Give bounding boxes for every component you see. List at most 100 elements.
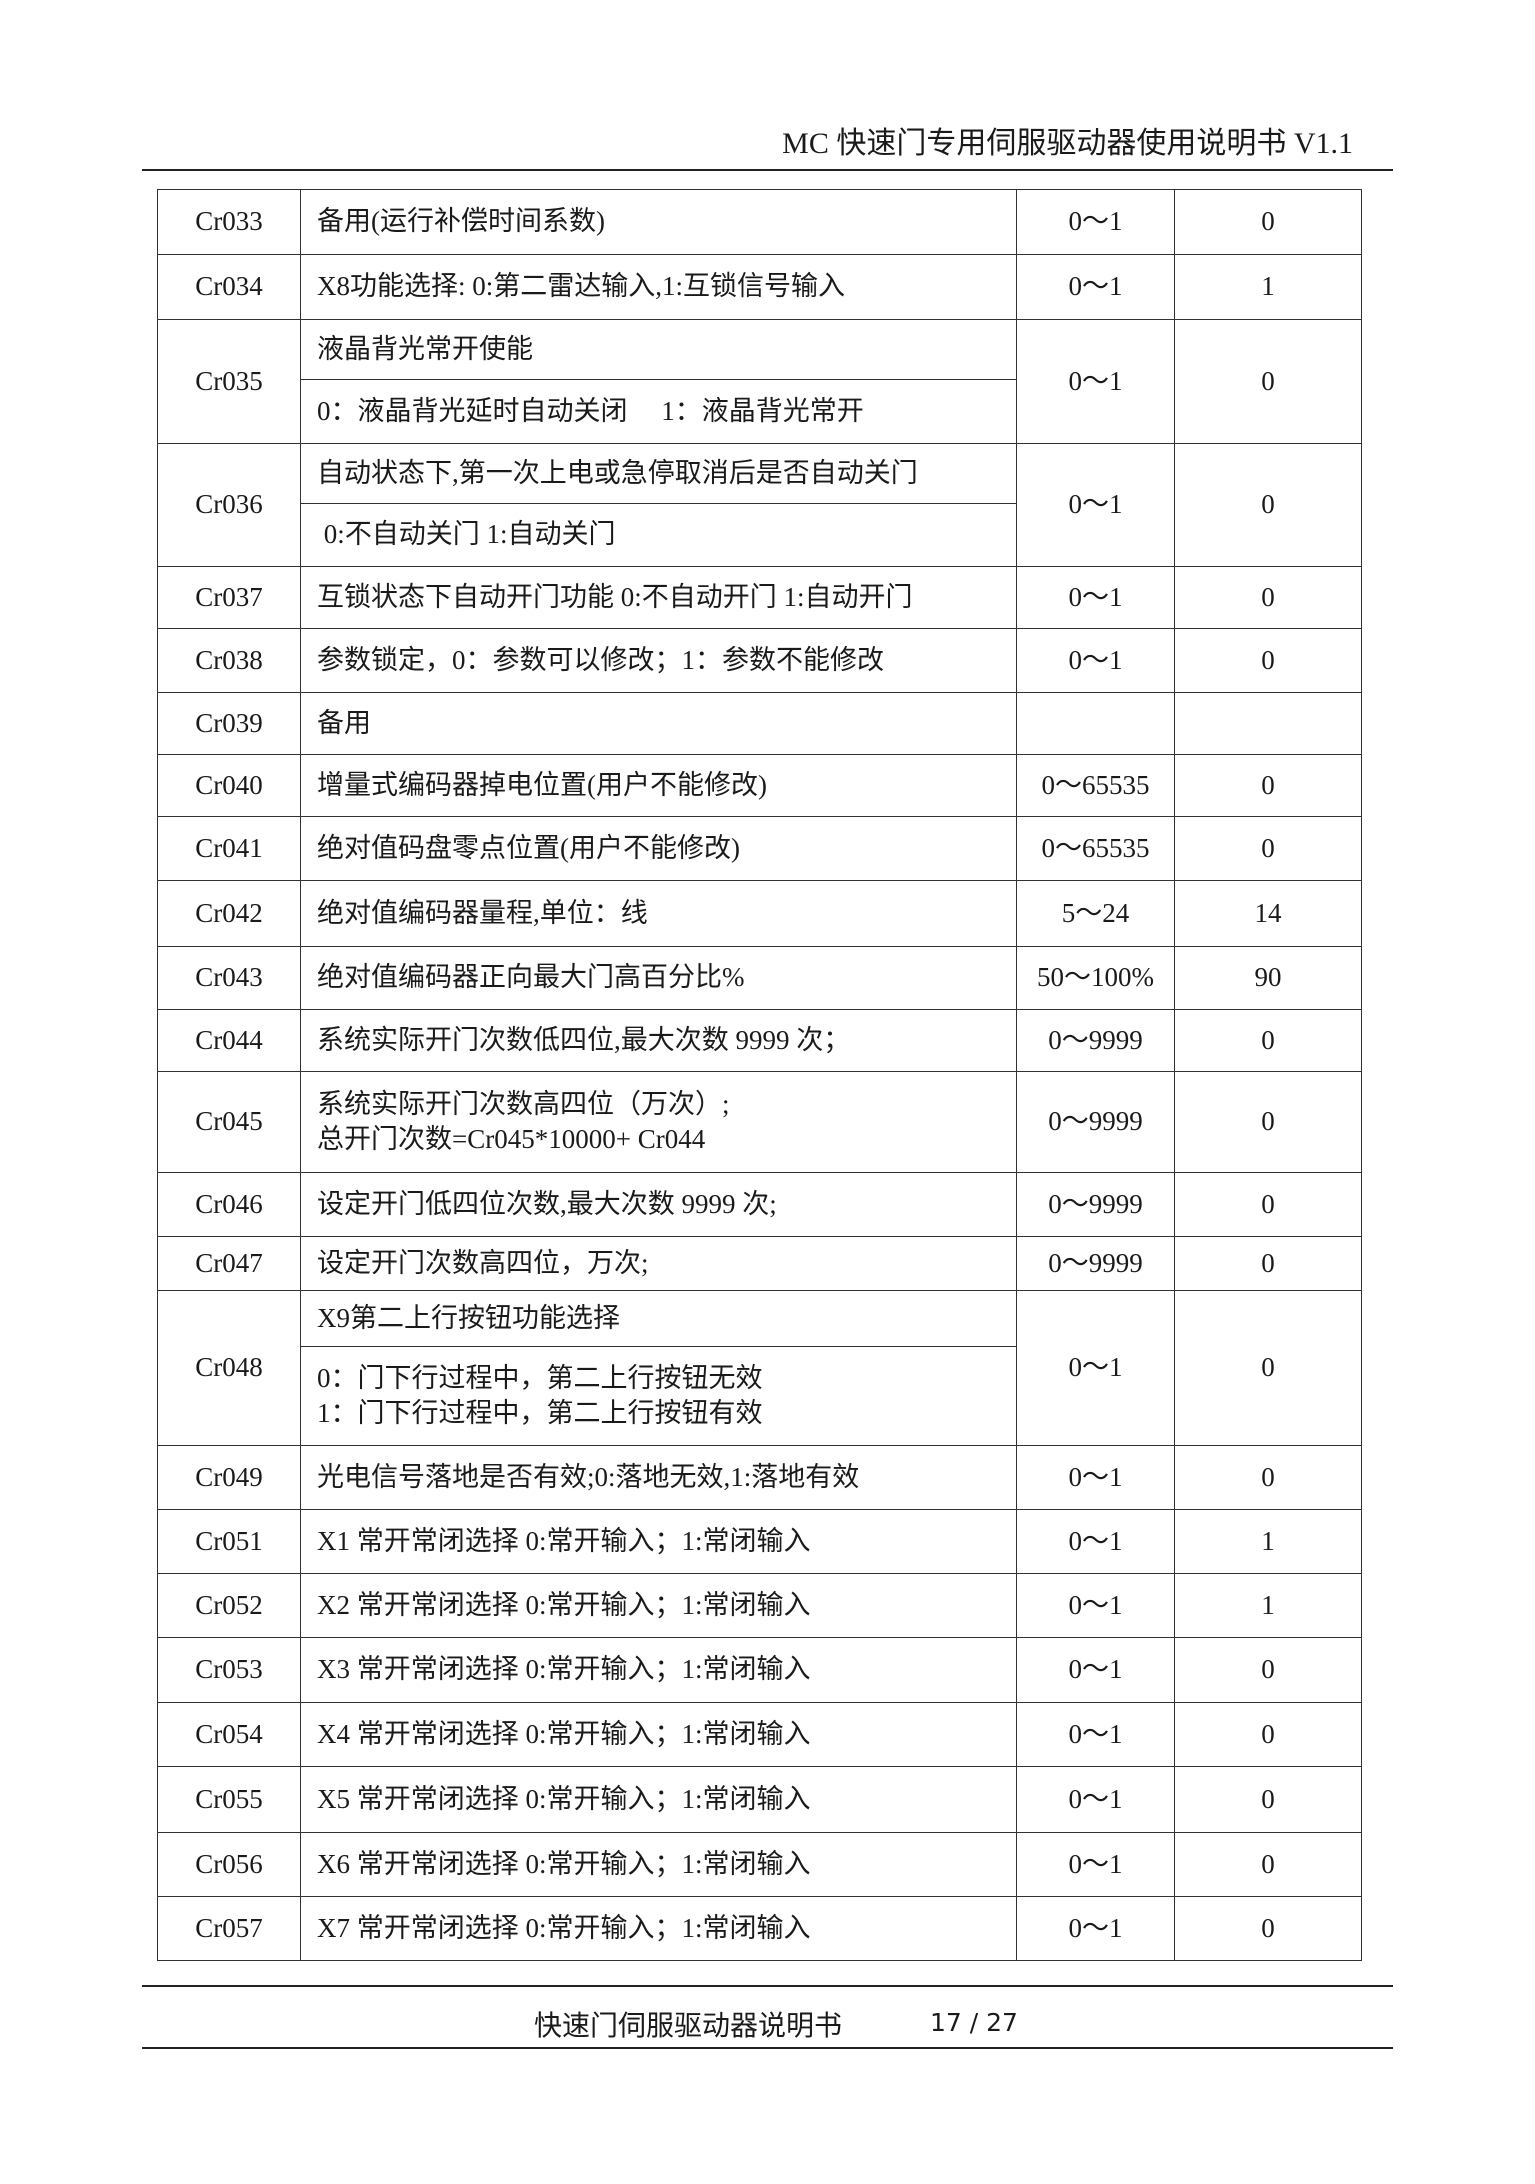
- table-row: Cr037 互锁状态下自动开门功能 0:不自动开门 1:自动开门 0～1 0: [157, 566, 1362, 629]
- footer-divider-top: [142, 1985, 1393, 1987]
- param-default: 14: [1174, 880, 1362, 947]
- param-description: X9第二上行按钮功能选择: [300, 1290, 1017, 1347]
- description-line: 备用: [317, 707, 371, 738]
- param-code: Cr039: [157, 692, 301, 755]
- param-code: Cr057: [157, 1896, 301, 1961]
- param-description: 增量式编码器掉电位置(用户不能修改): [300, 754, 1017, 817]
- param-default: 0: [1174, 1071, 1362, 1173]
- param-description: 液晶背光常开使能: [300, 319, 1017, 380]
- param-description: 设定开门低四位次数,最大次数 9999 次;: [300, 1172, 1017, 1237]
- table-row: Cr046 设定开门低四位次数,最大次数 9999 次; 0～9999 0: [157, 1172, 1362, 1237]
- param-range: 0～1: [1016, 443, 1175, 567]
- table-row: Cr053 X3 常开常闭选择 0:常开输入；1:常闭输入 0～1 0: [157, 1637, 1362, 1703]
- param-range: 0～1: [1016, 628, 1175, 693]
- param-default: 1: [1174, 1573, 1362, 1638]
- param-range: 0～9999: [1016, 1009, 1175, 1072]
- param-range: 0～9999: [1016, 1071, 1175, 1173]
- param-code: Cr035: [157, 319, 301, 444]
- param-code: Cr040: [157, 754, 301, 817]
- table-row: Cr038 参数锁定，0：参数可以修改；1：参数不能修改 0～1 0: [157, 628, 1362, 693]
- table-row: Cr051 X1 常开常闭选择 0:常开输入；1:常闭输入 0～1 1: [157, 1509, 1362, 1574]
- header-divider: [142, 169, 1393, 171]
- description-line: 系统实际开门次数高四位（万次）;: [317, 1088, 730, 1119]
- param-description: 自动状态下,第一次上电或急停取消后是否自动关门: [300, 443, 1017, 504]
- table-row: Cr041 绝对值码盘零点位置(用户不能修改) 0～65535 0: [157, 816, 1362, 881]
- description-line: X4 常开常闭选择 0:常开输入；1:常闭输入: [317, 1718, 811, 1749]
- description-line: 备用(运行补偿时间系数): [317, 206, 605, 237]
- param-range: 5～24: [1016, 880, 1175, 947]
- param-default: 90: [1174, 946, 1362, 1010]
- param-default: 1: [1174, 1509, 1362, 1574]
- param-description: 绝对值编码器量程,单位：线: [300, 880, 1017, 947]
- description-line: 绝对值编码器正向最大门高百分比%: [317, 962, 745, 993]
- description-line: 绝对值码盘零点位置(用户不能修改): [317, 832, 740, 863]
- table-row: Cr044 系统实际开门次数低四位,最大次数 9999 次； 0～9999 0: [157, 1009, 1362, 1072]
- param-range: 0～1: [1016, 1766, 1175, 1833]
- param-code: Cr055: [157, 1766, 301, 1833]
- table-row: Cr056 X6 常开常闭选择 0:常开输入；1:常闭输入 0～1 0: [157, 1832, 1362, 1897]
- param-description: 设定开门次数高四位，万次;: [300, 1236, 1017, 1291]
- param-description-detail: 0:不自动关门 1:自动关门: [300, 503, 1017, 567]
- description-line: 系统实际开门次数低四位,最大次数 9999 次；: [317, 1024, 851, 1055]
- description-line: X8功能选择: 0:第二雷达输入,1:互锁信号输入: [317, 271, 846, 302]
- parameter-table: Cr033 备用(运行补偿时间系数) 0～1 0 Cr034 X8功能选择: 0:第二雷达…: [157, 189, 1362, 1961]
- param-range: 0～9999: [1016, 1172, 1175, 1237]
- table-row: Cr034 X8功能选择: 0:第二雷达输入,1:互锁信号输入 0～1 1: [157, 254, 1362, 320]
- param-default: 0: [1174, 566, 1362, 629]
- param-default: 0: [1174, 1766, 1362, 1833]
- table-row: 0：门下行过程中，第二上行按钮无效 1：门下行过程中，第二上行按钮有效: [158, 1346, 1362, 1446]
- param-range: 0～1: [1016, 1702, 1175, 1767]
- table-row: Cr054 X4 常开常闭选择 0:常开输入；1:常闭输入 0～1 0: [157, 1702, 1362, 1767]
- param-default: 0: [1174, 1832, 1362, 1897]
- param-code: Cr053: [157, 1637, 301, 1703]
- param-code: Cr052: [157, 1573, 301, 1638]
- param-description: 备用: [300, 692, 1017, 755]
- footer-divider-bottom: [142, 2047, 1393, 2049]
- param-range: 0～1: [1016, 1573, 1175, 1638]
- description-line: 互锁状态下自动开门功能 0:不自动开门 1:自动开门: [317, 581, 913, 612]
- table-row: Cr040 增量式编码器掉电位置(用户不能修改) 0～65535 0: [157, 754, 1362, 817]
- param-description: X8功能选择: 0:第二雷达输入,1:互锁信号输入: [300, 254, 1017, 320]
- description-line: 参数锁定，0：参数可以修改；1：参数不能修改: [317, 644, 884, 675]
- param-code: Cr044: [157, 1009, 301, 1072]
- description-line: 绝对值编码器量程,单位：线: [317, 897, 648, 928]
- param-description: 系统实际开门次数高四位（万次）; 总开门次数=Cr045*10000+ Cr044: [300, 1071, 1017, 1173]
- param-default: 0: [1174, 443, 1362, 567]
- param-code: Cr056: [157, 1832, 301, 1897]
- param-code: Cr041: [157, 816, 301, 881]
- param-default: 0: [1174, 1896, 1362, 1961]
- footer-title: 快速门伺服驱动器说明书: [534, 2009, 843, 2042]
- table-row: Cr045 系统实际开门次数高四位（万次）; 总开门次数=Cr045*10000+ …: [157, 1071, 1362, 1173]
- param-default: 0: [1174, 1290, 1362, 1446]
- param-range: 0～1: [1016, 1896, 1175, 1961]
- param-code: Cr033: [157, 189, 301, 255]
- param-description: X2 常开常闭选择 0:常开输入；1:常闭输入: [300, 1573, 1017, 1638]
- page-header-title: MC 快速门专用伺服驱动器使用说明书 V1.1: [782, 127, 1353, 160]
- param-code: Cr048: [157, 1290, 301, 1446]
- description-line: 增量式编码器掉电位置(用户不能修改): [317, 769, 767, 800]
- table-row: Cr043 绝对值编码器正向最大门高百分比% 50～100% 90: [157, 946, 1362, 1010]
- description-line: X7 常开常闭选择 0:常开输入；1:常闭输入: [317, 1912, 811, 1943]
- table-row: 0：液晶背光延时自动关闭 1：液晶背光常开: [158, 379, 1362, 444]
- param-range: 0～1: [1016, 1290, 1175, 1446]
- param-description: 系统实际开门次数低四位,最大次数 9999 次；: [300, 1009, 1017, 1072]
- param-range: 0～1: [1016, 1637, 1175, 1703]
- page-number: 17 / 27: [930, 2008, 1018, 2037]
- table-row: Cr052 X2 常开常闭选择 0:常开输入；1:常闭输入 0～1 1: [157, 1573, 1362, 1638]
- param-description-detail: 0：门下行过程中，第二上行按钮无效 1：门下行过程中，第二上行按钮有效: [300, 1346, 1017, 1446]
- description-line: 设定开门低四位次数,最大次数 9999 次;: [317, 1188, 777, 1219]
- param-description: X3 常开常闭选择 0:常开输入；1:常闭输入: [300, 1637, 1017, 1703]
- param-default: [1174, 692, 1362, 755]
- param-description: 互锁状态下自动开门功能 0:不自动开门 1:自动开门: [300, 566, 1017, 629]
- table-row: Cr057 X7 常开常闭选择 0:常开输入；1:常闭输入 0～1 0: [157, 1896, 1362, 1961]
- param-default: 0: [1174, 1637, 1362, 1703]
- param-code: Cr047: [157, 1236, 301, 1291]
- description-line: 总开门次数=Cr045*10000+ Cr044: [317, 1124, 706, 1154]
- param-code: Cr054: [157, 1702, 301, 1767]
- param-default: 0: [1174, 754, 1362, 817]
- param-description: 参数锁定，0：参数可以修改；1：参数不能修改: [300, 628, 1017, 693]
- param-description: 备用(运行补偿时间系数): [300, 189, 1017, 255]
- param-range: 0～1: [1016, 1509, 1175, 1574]
- param-default: 0: [1174, 1445, 1362, 1510]
- param-range: 0～1: [1016, 254, 1175, 320]
